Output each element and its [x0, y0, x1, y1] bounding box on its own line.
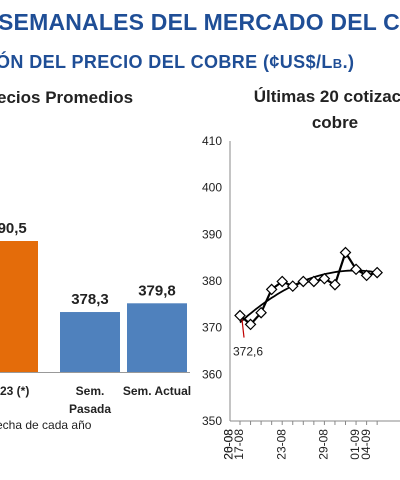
x-tick-label: 20-08 [222, 429, 236, 460]
data-point [339, 246, 352, 259]
bar-category-label: Sem. [76, 384, 105, 398]
bar-chart-title: ecios Promedios [0, 88, 134, 107]
x-tick-label: 17-08 [232, 429, 246, 460]
bar-value-label: 379,8 [138, 282, 176, 299]
data-point [350, 263, 362, 276]
x-tick-label: 26-08 [222, 429, 236, 460]
annotation-leader [241, 319, 245, 338]
y-tick-label: 370 [202, 321, 222, 335]
x-tick-label: 23-08 [274, 429, 288, 460]
bar-category-label: Sem. Actual [123, 384, 191, 398]
bar-value-label: 390,5 [0, 220, 27, 237]
data-point [265, 283, 278, 296]
line-chart-title-line1: Últimas 20 cotizacio [253, 87, 400, 106]
x-tick-label: 04-09 [359, 429, 373, 460]
data-point [297, 275, 310, 288]
y-tick-label: 390 [202, 227, 222, 241]
y-tick-label: 380 [202, 274, 222, 288]
data-point [329, 278, 341, 291]
data-point [255, 306, 267, 319]
data-point [371, 266, 383, 279]
data-point [276, 275, 289, 288]
line-chart-title-line2: cobre [311, 113, 359, 132]
y-tick-label: 410 [202, 134, 222, 148]
line-chart-title: Últimas 20 cotizacio cobre [226, 84, 400, 136]
data-point [234, 309, 246, 322]
data-point [286, 280, 299, 292]
bar [0, 241, 38, 372]
bar [60, 312, 120, 372]
y-tick-label: 400 [202, 181, 222, 195]
annotation-label: 372,6 [233, 345, 263, 359]
data-point [308, 275, 320, 288]
data-point [360, 269, 373, 282]
data-point [244, 318, 257, 331]
bar-category-label: 2023 (*) [0, 384, 29, 398]
bar-category-label: Pasada [69, 402, 111, 416]
data-point [318, 272, 331, 285]
bar-chart-footnote: echa de cada año [0, 418, 92, 432]
report-subtitle: ÓN DEL PRECIO DEL COBRE (¢US$/Lb.) [0, 52, 355, 72]
report-title: SEMANALES DEL MERCADO DEL CO [0, 9, 400, 35]
bar [127, 303, 187, 372]
x-tick-label: 29-08 [317, 429, 331, 460]
bar-value-label: 378,3 [71, 291, 109, 308]
y-tick-label: 350 [202, 414, 222, 428]
x-tick-label: 01-09 [348, 429, 362, 460]
y-tick-label: 360 [202, 367, 222, 381]
